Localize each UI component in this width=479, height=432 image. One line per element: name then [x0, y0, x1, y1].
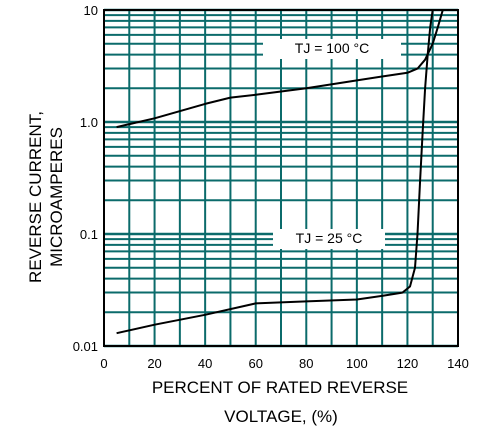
x-tick-label: 60	[248, 356, 262, 371]
plot-frame	[103, 9, 459, 347]
series-line-tj-25	[116, 9, 434, 335]
grid	[103, 8, 459, 348]
tick-labels: 0 20 40 60 80 100 120 140 0.01 0.1 1.0 10	[73, 3, 469, 371]
series-layer	[116, 9, 444, 335]
x-tick-label: 80	[299, 356, 313, 371]
y-tick-label: 0.01	[73, 339, 98, 354]
x-axis-title-line1: PERCENT OF RATED REVERSE	[152, 378, 408, 397]
x-tick-label: 20	[147, 356, 161, 371]
series-line-tj-100	[116, 9, 444, 129]
annotation-background	[263, 39, 401, 59]
x-axis-title-line2: VOLTAGE, (%)	[224, 407, 338, 426]
y-tick-label: 0.1	[80, 227, 98, 242]
annotation-tj-100: TJ = 100 °C	[295, 40, 369, 56]
y-axis-title-line1: REVERSE CURRENT,	[26, 111, 45, 283]
y-axis-title-line2: MICROAMPERES	[47, 127, 66, 267]
x-tick-label: 40	[198, 356, 212, 371]
y-tick-label: 10	[84, 3, 98, 18]
annotation-background	[273, 229, 385, 249]
x-tick-label: 0	[100, 356, 107, 371]
annotation-tj-25: TJ = 25 °C	[296, 230, 363, 246]
x-tick-label: 100	[346, 356, 368, 371]
x-tick-label: 140	[447, 356, 469, 371]
y-tick-label: 1.0	[80, 115, 98, 130]
x-tick-label: 120	[397, 356, 419, 371]
